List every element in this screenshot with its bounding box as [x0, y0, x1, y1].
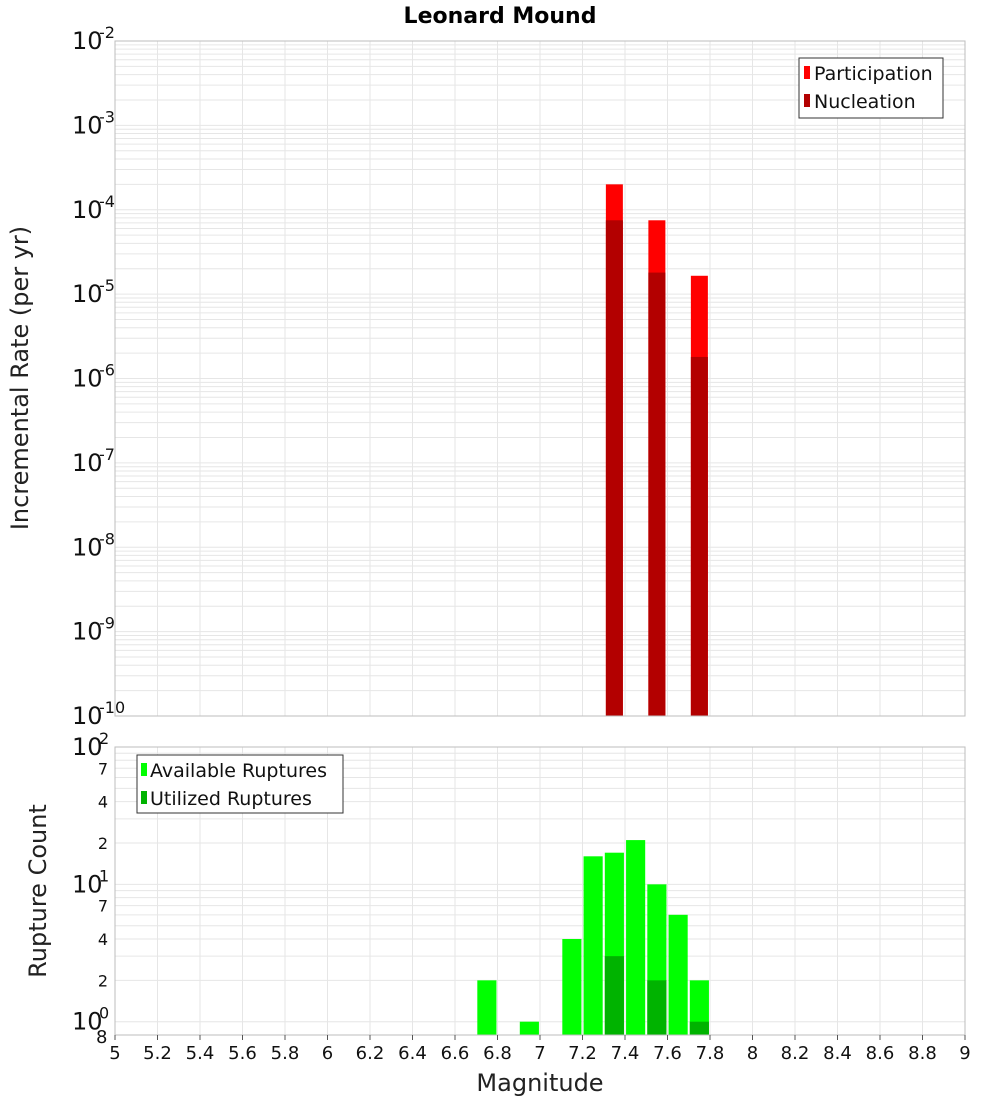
available-ruptures-bar — [626, 840, 646, 1035]
bottom-y-tick-base: 10 — [72, 733, 103, 761]
bottom-y-tick-label: 4 — [98, 930, 108, 949]
nucleation-bar — [690, 356, 708, 716]
x-axis-label: Magnitude — [476, 1069, 603, 1097]
top-y-tick-base: 10 — [72, 449, 103, 477]
available-legend-label: Available Ruptures — [150, 760, 327, 782]
x-ticks: 5 5.2 5.4 5.6 5.8 6 6.2 6.4 6.6 6.8 7 7.2 7.4 7.6 7.8 8… — [109, 1035, 971, 1064]
x-tick-label: 7.4 — [611, 1043, 640, 1064]
bottom-bars — [477, 840, 709, 1035]
utilized-swatch — [141, 791, 147, 804]
top-y-tick-exponent: -4 — [99, 192, 115, 211]
top-y-tick-base: 10 — [72, 196, 103, 224]
x-tick-label: 5.6 — [228, 1043, 257, 1064]
x-tick-label: 7.8 — [696, 1043, 725, 1064]
available-ruptures-bar — [519, 1021, 539, 1035]
top-grid — [114, 41, 966, 717]
utilized-legend-label: Utilized Ruptures — [150, 788, 312, 810]
available-ruptures-bar — [477, 980, 497, 1035]
bottom-y-tick-label: 7 — [98, 897, 108, 916]
utilized-ruptures-bar — [604, 956, 624, 1035]
bottom-y-min-label: 8 — [96, 1027, 107, 1048]
x-tick-label: 6 — [322, 1043, 333, 1064]
top-legend: Participation Nucleation — [798, 57, 944, 119]
top-y-tick-base: 10 — [72, 27, 103, 55]
bottom-y-tick-label: 2 — [98, 834, 108, 853]
bottom-y-tick-base: 10 — [72, 870, 103, 898]
top-y-tick-base: 10 — [72, 702, 103, 730]
x-tick-label: 8.6 — [866, 1043, 895, 1064]
top-bars — [605, 184, 708, 717]
nucleation-bar — [648, 272, 666, 716]
top-y-tick-base: 10 — [72, 280, 103, 308]
top-y-tick-exponent: -5 — [99, 276, 115, 295]
x-tick-label: 8.8 — [908, 1043, 937, 1064]
bottom-y-tick-exponent: 1 — [99, 866, 109, 885]
nucleation-bar — [605, 220, 623, 717]
top-legend-box — [798, 57, 944, 119]
available-ruptures-bar — [562, 939, 582, 1035]
bottom-y-tick-label: 2 — [98, 971, 108, 990]
x-tick-label: 5 — [109, 1043, 120, 1064]
top-y-tick-exponent: -9 — [99, 614, 115, 633]
bottom-y-tick-label: 4 — [98, 793, 108, 812]
top-y-tick-base: 10 — [72, 111, 103, 139]
top-plot-frame — [114, 40, 966, 717]
x-tick-label: 7.6 — [653, 1043, 682, 1064]
x-tick-label: 7 — [534, 1043, 545, 1064]
available-ruptures-bar — [583, 856, 603, 1035]
bottom-legend-box — [136, 754, 344, 814]
x-tick-label: 6.6 — [441, 1043, 470, 1064]
available-ruptures-bar — [689, 980, 709, 1035]
bottom-y-tick-label: 7 — [98, 759, 108, 778]
top-y-tick-exponent: -8 — [99, 529, 115, 548]
x-tick-label: 8.4 — [823, 1043, 852, 1064]
x-tick-label: 7.2 — [568, 1043, 597, 1064]
nucleation-swatch — [804, 94, 810, 107]
bottom-legend: Available Ruptures Utilized Ruptures — [136, 754, 344, 814]
bottom-y-tick-exponent: 0 — [99, 1004, 109, 1023]
bottom-y-tick-exponent: 2 — [99, 729, 109, 748]
top-y-tick-base: 10 — [72, 533, 103, 561]
top-y-tick-exponent: -10 — [99, 698, 125, 717]
nucleation-legend-label: Nucleation — [814, 91, 916, 113]
top-y-tick-base: 10 — [72, 365, 103, 393]
top-y-tick-exponent: -6 — [99, 361, 115, 380]
participation-legend-label: Participation — [814, 63, 933, 85]
top-y-tick-exponent: -3 — [99, 107, 115, 126]
utilized-ruptures-bar — [689, 1021, 709, 1035]
bottom-y-axis-label: Rupture Count — [24, 804, 52, 978]
x-tick-label: 5.8 — [271, 1043, 300, 1064]
x-tick-label: 9 — [959, 1043, 970, 1064]
x-tick-label: 6.4 — [398, 1043, 427, 1064]
x-tick-label: 6.8 — [483, 1043, 512, 1064]
x-tick-label: 8 — [747, 1043, 758, 1064]
x-tick-label: 8.2 — [781, 1043, 810, 1064]
participation-swatch — [804, 66, 810, 79]
chart-title: Leonard Mound — [404, 4, 597, 29]
x-tick-label: 5.2 — [143, 1043, 172, 1064]
utilized-ruptures-bar — [647, 980, 667, 1035]
top-y-tick-exponent: -7 — [99, 445, 115, 464]
top-y-tick-base: 10 — [72, 618, 103, 646]
available-ruptures-bar — [668, 914, 688, 1035]
x-tick-label: 5.4 — [186, 1043, 215, 1064]
top-y-tick-exponent: -2 — [99, 23, 115, 42]
available-swatch — [141, 763, 147, 776]
top-y-axis-label: Incremental Rate (per yr) — [6, 226, 34, 530]
x-tick-label: 6.2 — [356, 1043, 385, 1064]
bottom-y-tick-base: 10 — [72, 1008, 103, 1036]
